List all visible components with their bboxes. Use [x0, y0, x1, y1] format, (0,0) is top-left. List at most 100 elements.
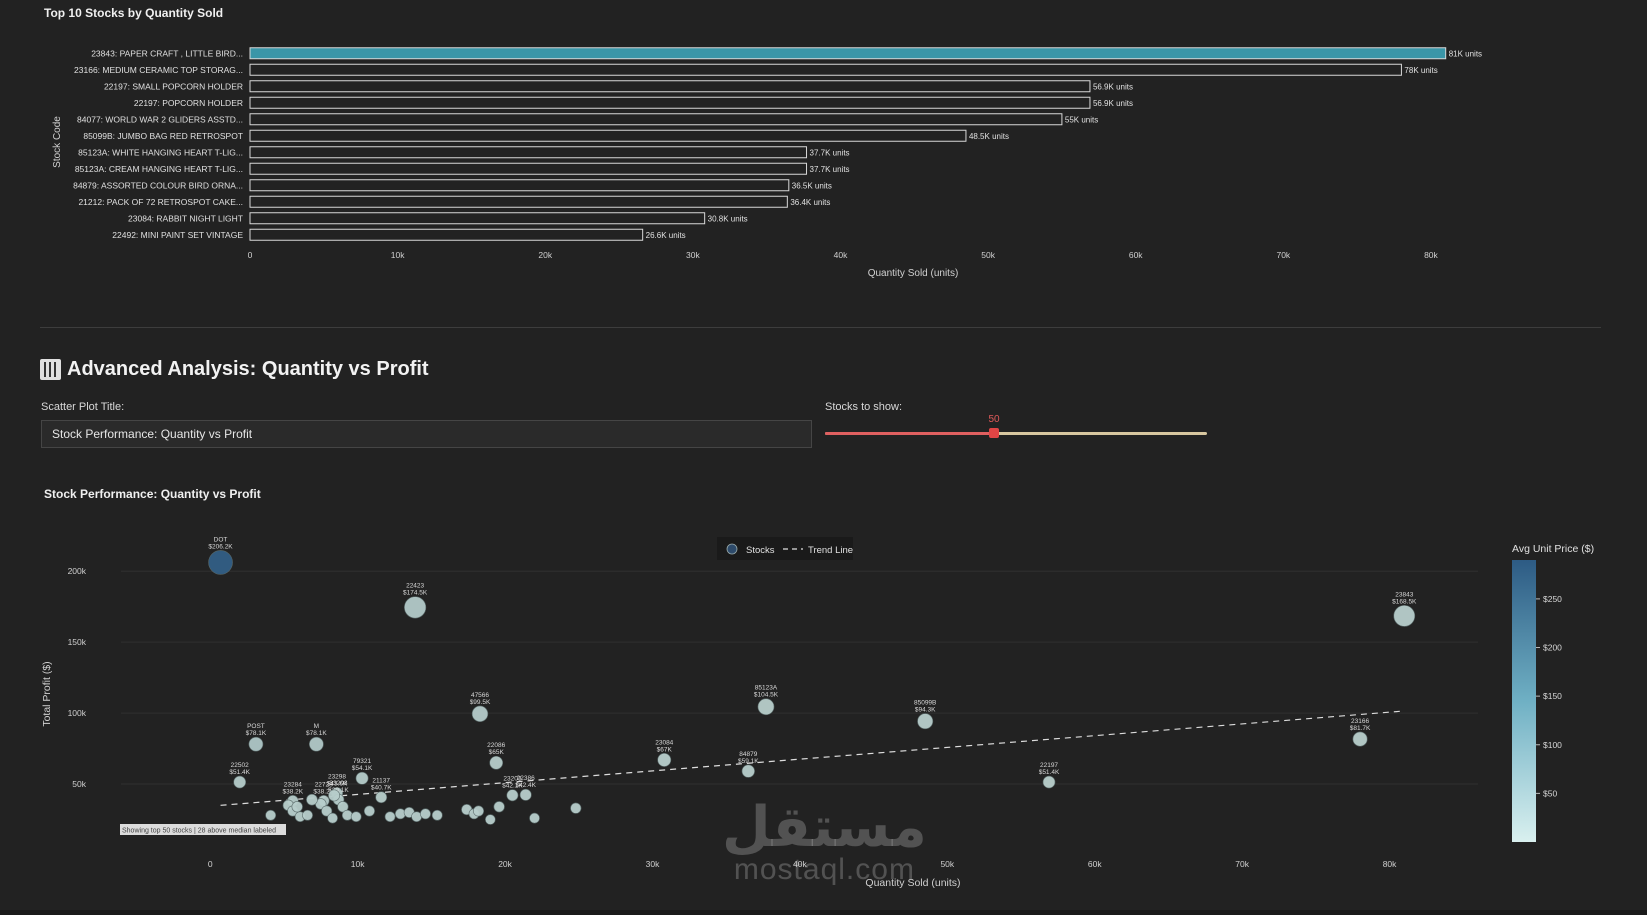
scatter-x-tick-label: 80k	[1383, 859, 1397, 869]
bar-category-label: 21212: PACK OF 72 RETROSPOT CAKE...	[78, 197, 243, 207]
bar-value-label: 56.9K units	[1093, 82, 1133, 91]
scatter-x-tick-label: 20k	[498, 859, 512, 869]
scatter-point-85099b[interactable]	[917, 713, 934, 730]
scatter-point-23166[interactable]	[1352, 731, 1368, 747]
bar-x-tick-label: 40k	[834, 250, 848, 260]
scatter-point-dot[interactable]	[208, 550, 233, 575]
scatter-point-22386[interactable]	[519, 788, 532, 801]
scatter-point-49[interactable]	[431, 809, 443, 821]
scatter-point-47[interactable]	[306, 793, 318, 806]
scatter-point-27[interactable]	[302, 809, 313, 821]
bar-x-axis-title: Quantity Sold (units)	[868, 268, 959, 279]
scatter-point-profit-label: $99.5K	[470, 699, 491, 706]
scatter-point-code-label: POST	[247, 723, 265, 730]
scatter-point-22[interactable]	[265, 809, 277, 821]
scatter-point-35[interactable]	[384, 811, 396, 823]
scatter-point-code-label: 23843	[1395, 591, 1413, 598]
scatter-point-23203[interactable]	[506, 789, 519, 802]
scatter-point-79321[interactable]	[355, 771, 369, 785]
scatter-x-tick-label: 0	[208, 859, 213, 869]
scatter-x-tick-label: 70k	[1235, 859, 1249, 869]
scatter-point-code-label: DOT	[214, 536, 228, 543]
scatter-point-43[interactable]	[485, 814, 496, 825]
scatter-point-48[interactable]	[328, 789, 340, 802]
scatter-point-31[interactable]	[337, 801, 349, 813]
bar-84879-8[interactable]	[249, 179, 790, 192]
scatter-point-22423[interactable]	[404, 596, 427, 619]
bar-category-label: 85123A: WHITE HANGING HEART T-LIG...	[78, 147, 243, 157]
stocks-slider-label: Stocks to show:	[825, 401, 903, 413]
scatter-point-profit-label: $51.4K	[1039, 769, 1060, 776]
colorbar-tick-label: $50	[1543, 788, 1557, 798]
scatter-point-84879[interactable]	[741, 764, 755, 778]
scatter-point-47566[interactable]	[471, 705, 489, 722]
bar-value-label: 37.7K units	[810, 148, 850, 157]
scatter-y-tick-label: 100k	[68, 708, 87, 718]
colorbar-tick-label: $250	[1543, 594, 1562, 604]
bar-85123a-7[interactable]	[249, 162, 808, 175]
scatter-point-39[interactable]	[420, 808, 431, 820]
bar-value-label: 56.9K units	[1093, 99, 1133, 108]
scatter-point-m[interactable]	[309, 736, 324, 752]
scatter-point-33[interactable]	[350, 811, 362, 823]
scatter-point-profit-label: $39.1K	[328, 787, 349, 794]
advanced-analysis-heading: Advanced Analysis: Quantity vs Profit	[40, 358, 429, 381]
bar-22197-2[interactable]	[249, 80, 1091, 93]
bar-value-label: 37.7K units	[810, 165, 850, 174]
scatter-point-profit-label: $38.2K	[313, 788, 334, 795]
scatter-point-85123a[interactable]	[757, 698, 775, 716]
bar-21212-9[interactable]	[249, 195, 788, 208]
scatter-point-23843[interactable]	[1393, 605, 1416, 627]
scatter-point-44[interactable]	[493, 801, 505, 813]
scatter-chart-title: Stock Performance: Quantity vs Profit	[44, 487, 261, 501]
scatter-title-input[interactable]: Stock Performance: Quantity vs Profit	[41, 420, 812, 448]
scatter-point-32[interactable]	[341, 809, 353, 821]
bar-category-label: 22492: MINI PAINT SET VINTAGE	[112, 230, 243, 240]
bar-23084-10[interactable]	[249, 212, 706, 225]
scatter-point-code-label: 79321	[353, 758, 371, 765]
scatter-point-25[interactable]	[291, 801, 303, 813]
legend-stocks-label: Stocks	[746, 545, 775, 556]
bar-value-label: 55K units	[1065, 115, 1098, 124]
bar-chart-title: Top 10 Stocks by Quantity Sold	[44, 6, 223, 20]
scatter-point-code-label: 23284	[284, 781, 302, 788]
scatter-point-post[interactable]	[248, 736, 264, 752]
scatter-point-34[interactable]	[363, 805, 375, 817]
bar-85099b-5[interactable]	[249, 129, 967, 142]
abacus-icon	[40, 359, 61, 380]
scatter-point-45[interactable]	[529, 812, 540, 824]
colorbar-tick-label: $100	[1543, 740, 1562, 750]
scatter-point-42[interactable]	[473, 805, 485, 817]
scatter-point-profit-label: $51.4K	[229, 769, 250, 776]
scatter-point-29[interactable]	[321, 805, 333, 817]
bar-22492-11[interactable]	[249, 228, 644, 241]
scatter-point-21137[interactable]	[375, 791, 388, 804]
scatter-point-22502[interactable]	[233, 775, 247, 789]
scatter-point-code-label: M	[314, 723, 319, 730]
bar-value-label: 81K units	[1449, 49, 1482, 58]
scatter-point-22086[interactable]	[489, 755, 504, 770]
bar-23166-1[interactable]	[249, 63, 1402, 76]
stocks-slider[interactable]: 50	[825, 410, 1207, 440]
scatter-note-box	[120, 824, 286, 835]
scatter-point-code-label: 22720	[315, 781, 333, 788]
scatter-point-profit-label: $168.5K	[1392, 598, 1417, 605]
scatter-point-22197[interactable]	[1042, 775, 1056, 789]
scatter-point-code-label: 22502	[231, 762, 249, 769]
slider-track[interactable]	[825, 432, 1207, 435]
bar-x-tick-label: 0	[248, 250, 253, 260]
scatter-point-code-label: 22086	[487, 742, 505, 749]
slider-fill	[825, 432, 995, 435]
scatter-point-code-label: 84879	[739, 751, 757, 758]
scatter-point-46[interactable]	[570, 802, 582, 814]
section-divider	[40, 327, 1601, 328]
scatter-point-30[interactable]	[327, 812, 338, 824]
bar-84077-4[interactable]	[249, 113, 1063, 126]
bar-category-label: 84077: WORLD WAR 2 GLIDERS ASSTD...	[77, 114, 243, 124]
bar-23843-0[interactable]	[249, 47, 1447, 60]
bar-85123a-6[interactable]	[249, 146, 808, 159]
bar-22197-3[interactable]	[249, 96, 1091, 109]
scatter-point-code-label: 23298	[328, 773, 346, 780]
scatter-point-23084[interactable]	[657, 753, 672, 767]
slider-thumb[interactable]	[989, 428, 1000, 438]
